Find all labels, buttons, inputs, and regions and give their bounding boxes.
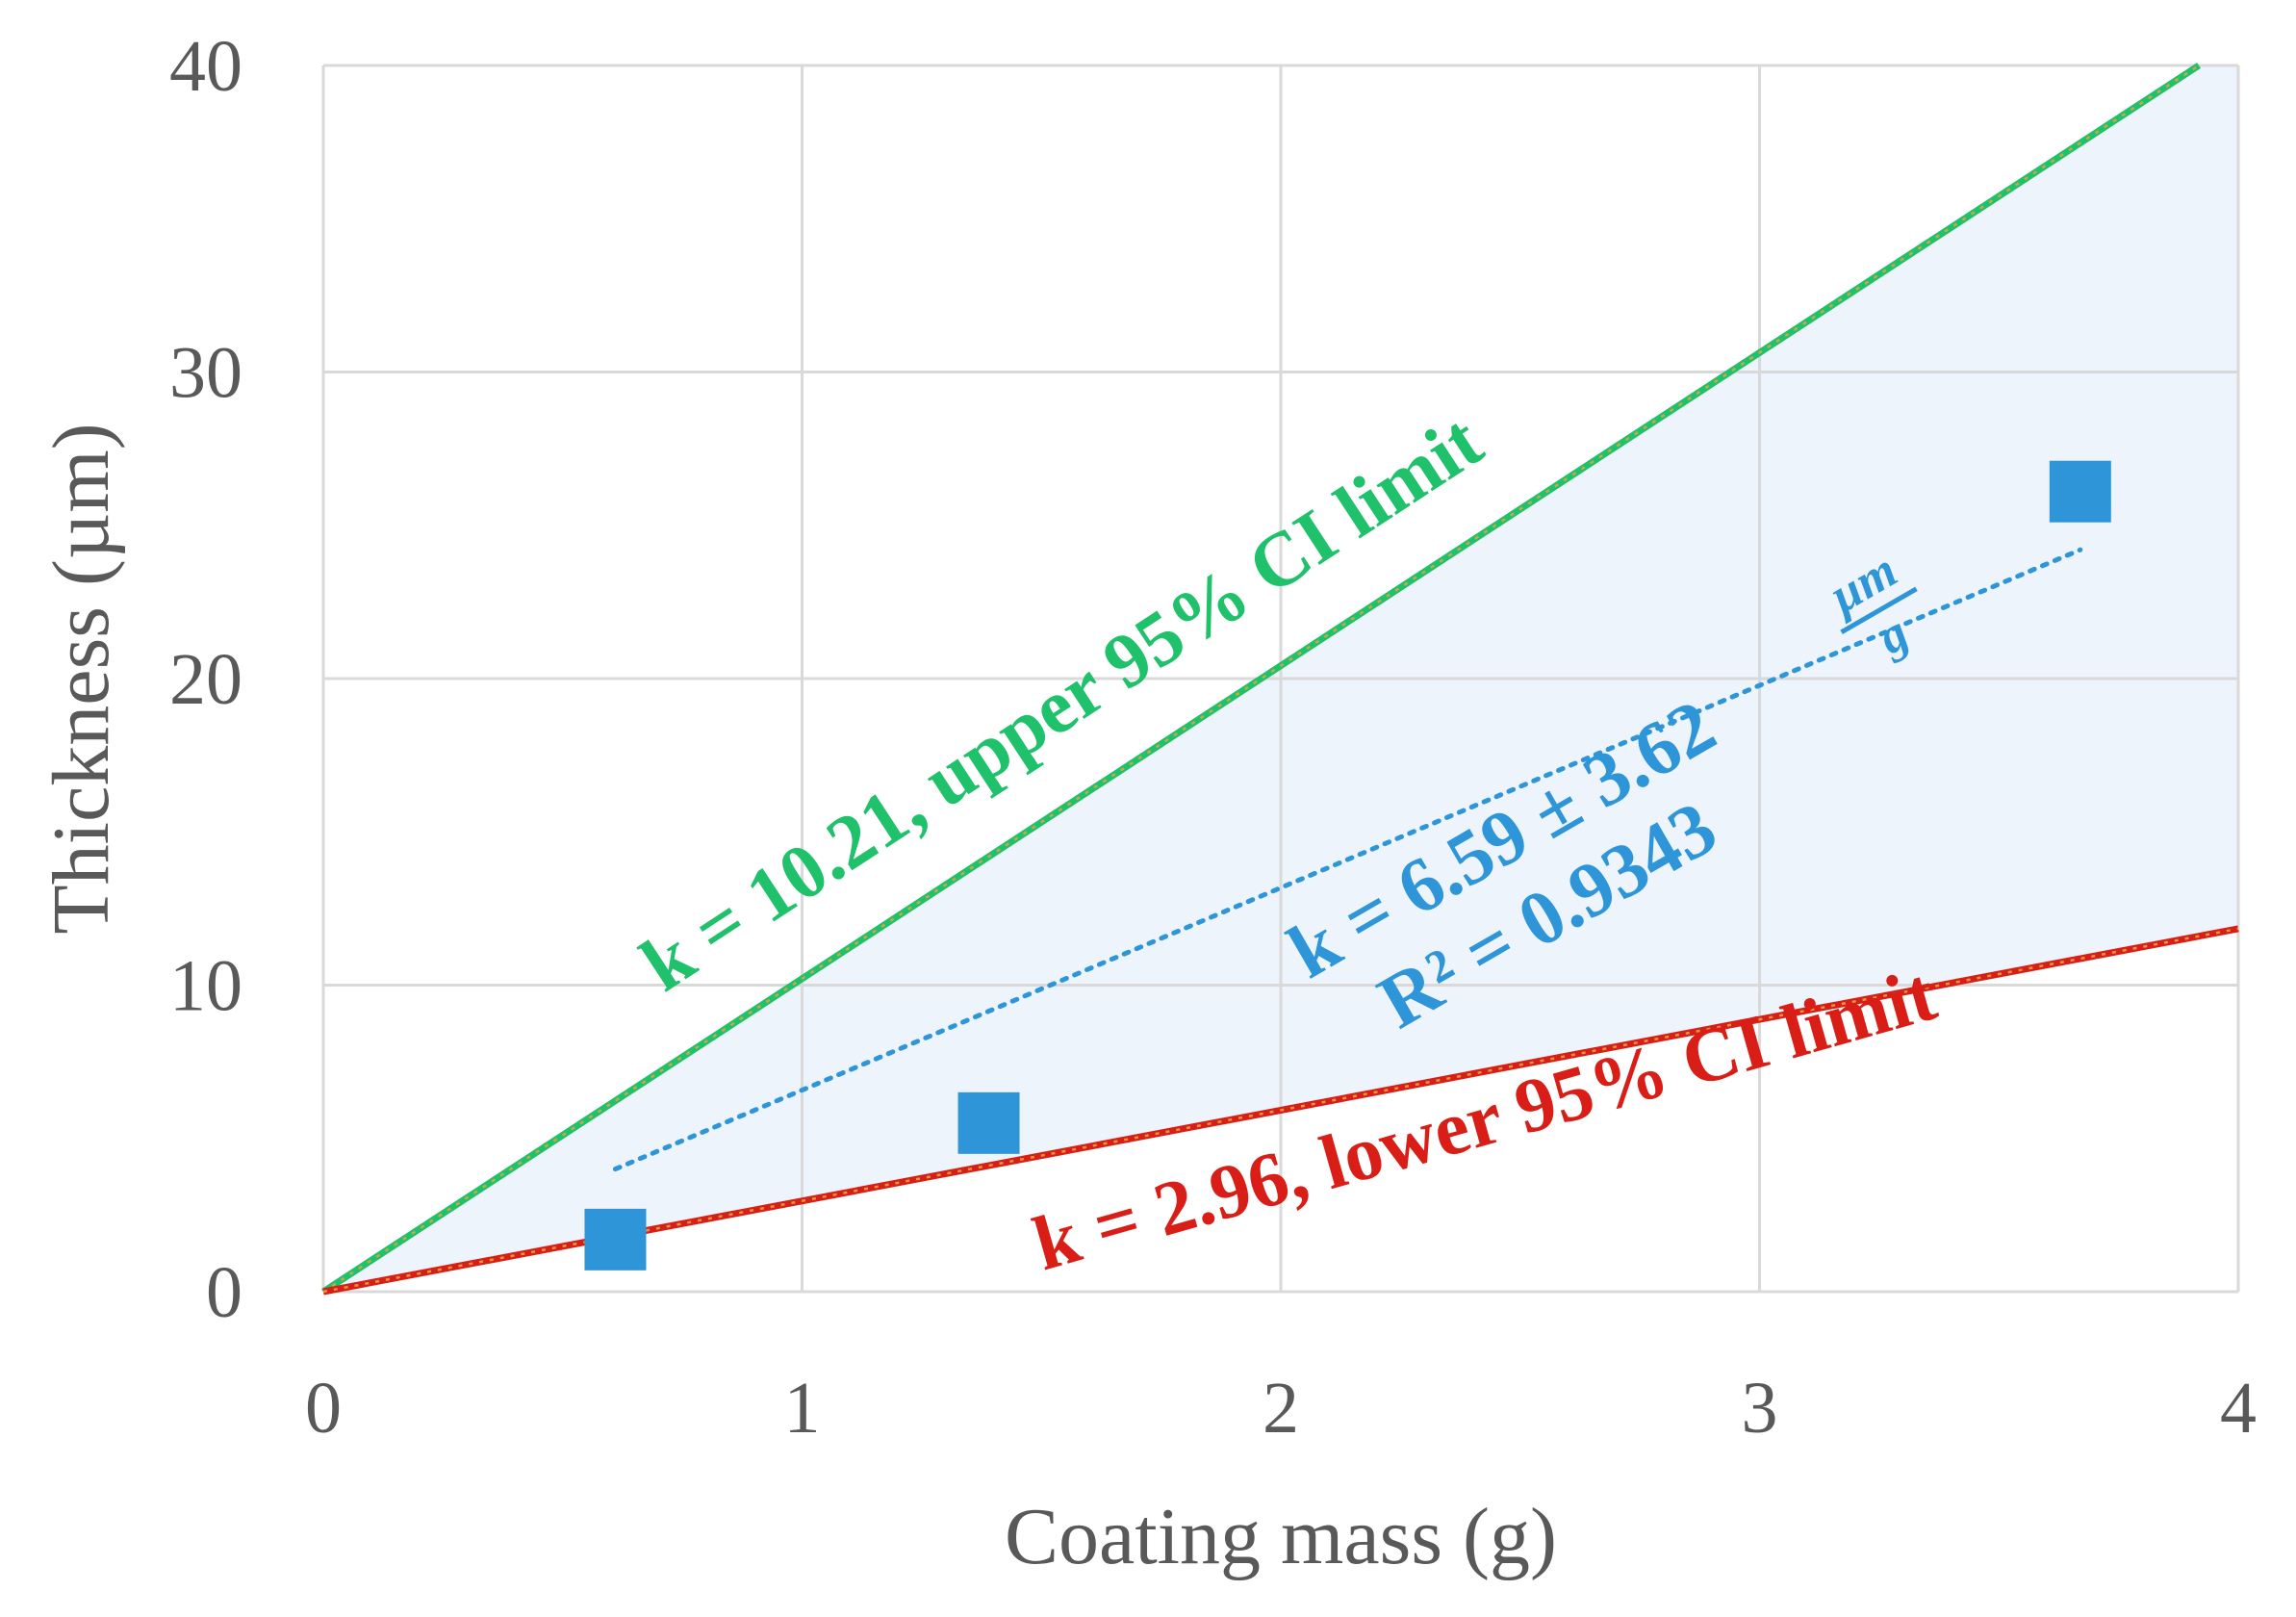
fit-trendline	[612, 547, 2083, 1172]
fit-unit-fraction-bar	[1840, 586, 1918, 634]
x-tick-label-1: 1	[784, 1368, 821, 1449]
x-tick-label-3: 3	[1742, 1368, 1778, 1449]
gridlines	[321, 64, 2240, 1294]
x-tick-label-0: 0	[305, 1368, 342, 1449]
series-layer	[321, 63, 2239, 1296]
y-axis-title: Thickness (µm)	[37, 423, 126, 934]
data-point-2	[957, 1091, 1020, 1154]
data-point-1	[584, 1208, 647, 1270]
x-tick-label-4: 4	[2220, 1368, 2257, 1449]
y-tick-label-40: 40	[169, 26, 242, 107]
y-tick-label-10: 10	[169, 946, 242, 1027]
data-point-3	[2049, 460, 2111, 523]
x-axis-title: Coating mass (g)	[1005, 1492, 1557, 1581]
x-tick-label-2: 2	[1263, 1368, 1299, 1449]
y-tick-label-30: 30	[169, 333, 242, 414]
y-tick-label-0: 0	[206, 1252, 242, 1333]
upper-ci-line-dots	[322, 64, 2200, 1294]
lower-ci-line-dots	[322, 927, 2239, 1294]
y-tick-label-20: 20	[169, 639, 242, 720]
